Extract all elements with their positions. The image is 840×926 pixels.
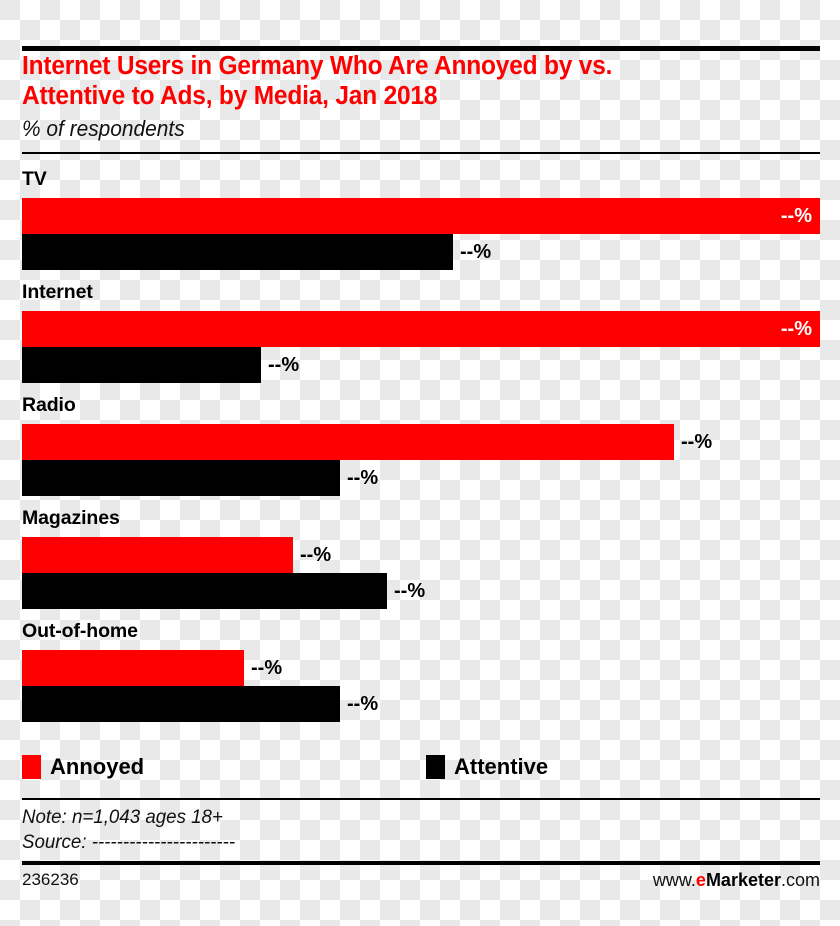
category-label-internet: Internet	[22, 281, 93, 303]
category-label-out-of-home: Out-of-home	[22, 620, 138, 642]
bar-row-magazines-attentive: --%	[22, 573, 820, 609]
brand-e: e	[695, 870, 706, 890]
chart-header: Internet Users in Germany Who Are Annoye…	[22, 51, 820, 142]
header-bottom-rule	[22, 152, 820, 154]
bar-value-radio-attentive: --%	[347, 467, 379, 489]
legend-item-attentive[interactable]: Attentive	[426, 752, 548, 782]
note-text: Note: n=1,043 ages 18+	[22, 806, 223, 828]
bar-group-magazines: Magazines --% --%	[22, 507, 820, 620]
bar-value-internet-attentive: --%	[268, 354, 300, 376]
bar-value-out-of-home-annoyed: --%	[251, 657, 283, 679]
bar-radio-annoyed[interactable]	[22, 424, 674, 460]
bar-group-internet: Internet --% --%	[22, 281, 820, 394]
bar-row-tv-attentive: --%	[22, 234, 820, 270]
chart-id: 236236	[22, 870, 79, 889]
bar-row-radio-annoyed: --%	[22, 424, 820, 460]
bar-chart-plot: TV --% --% Internet --%	[22, 168, 820, 733]
bar-row-out-of-home-annoyed: --%	[22, 650, 820, 686]
bar-row-tv-annoyed: --%	[22, 198, 820, 234]
chart-legend: Annoyed Attentive	[22, 752, 820, 782]
bar-magazines-annoyed[interactable]	[22, 537, 293, 573]
bar-row-magazines-annoyed: --%	[22, 537, 820, 573]
emarketer-brand[interactable]: www.eMarketer.com	[653, 868, 820, 892]
notes-block: Note: n=1,043 ages 18+ Source: ---------…	[22, 805, 820, 855]
legend-swatch-annoyed-icon	[22, 755, 41, 779]
bar-tv-annoyed[interactable]: --%	[22, 198, 820, 234]
legend-swatch-attentive-icon	[426, 755, 445, 779]
legend-label-annoyed: Annoyed	[50, 754, 145, 779]
bar-out-of-home-attentive[interactable]	[22, 686, 340, 722]
header-top-rule	[22, 46, 820, 51]
legend-item-annoyed[interactable]: Annoyed	[22, 752, 144, 782]
brand-name: Marketer	[705, 870, 781, 890]
footer: 236236 www.eMarketer.com	[22, 868, 820, 894]
legend-label-attentive: Attentive	[454, 754, 549, 779]
bar-value-internet-annoyed: --%	[780, 318, 812, 340]
bar-value-magazines-attentive: --%	[394, 580, 426, 602]
category-label-tv: TV	[22, 168, 47, 190]
bar-magazines-attentive[interactable]	[22, 573, 387, 609]
bar-internet-attentive[interactable]	[22, 347, 261, 383]
bar-row-internet-attentive: --%	[22, 347, 820, 383]
bar-internet-annoyed[interactable]: --%	[22, 311, 820, 347]
bar-radio-attentive[interactable]	[22, 460, 340, 496]
bar-group-radio: Radio --% --%	[22, 394, 820, 507]
brand-prefix: www.	[652, 870, 696, 890]
chart-subtitle: % of respondents	[22, 116, 185, 141]
source-text: Source: -----------------------	[22, 831, 236, 853]
bar-value-magazines-annoyed: --%	[300, 544, 332, 566]
bar-row-internet-annoyed: --%	[22, 311, 820, 347]
bar-row-radio-attentive: --%	[22, 460, 820, 496]
brand-suffix: .com	[780, 870, 820, 890]
bar-value-tv-annoyed: --%	[780, 205, 812, 227]
bar-tv-attentive[interactable]	[22, 234, 453, 270]
page-title: Internet Users in Germany Who Are Annoye…	[22, 52, 613, 110]
bar-out-of-home-annoyed[interactable]	[22, 650, 244, 686]
footer-top-rule	[22, 861, 820, 865]
bar-value-out-of-home-attentive: --%	[347, 693, 379, 715]
bar-group-out-of-home: Out-of-home --% --%	[22, 620, 820, 733]
bar-value-tv-attentive: --%	[460, 241, 492, 263]
bar-group-tv: TV --% --%	[22, 168, 820, 281]
bar-row-out-of-home-attentive: --%	[22, 686, 820, 722]
category-label-radio: Radio	[22, 394, 76, 416]
notes-top-rule	[22, 798, 820, 800]
category-label-magazines: Magazines	[22, 507, 120, 529]
bar-value-radio-annoyed: --%	[681, 431, 713, 453]
